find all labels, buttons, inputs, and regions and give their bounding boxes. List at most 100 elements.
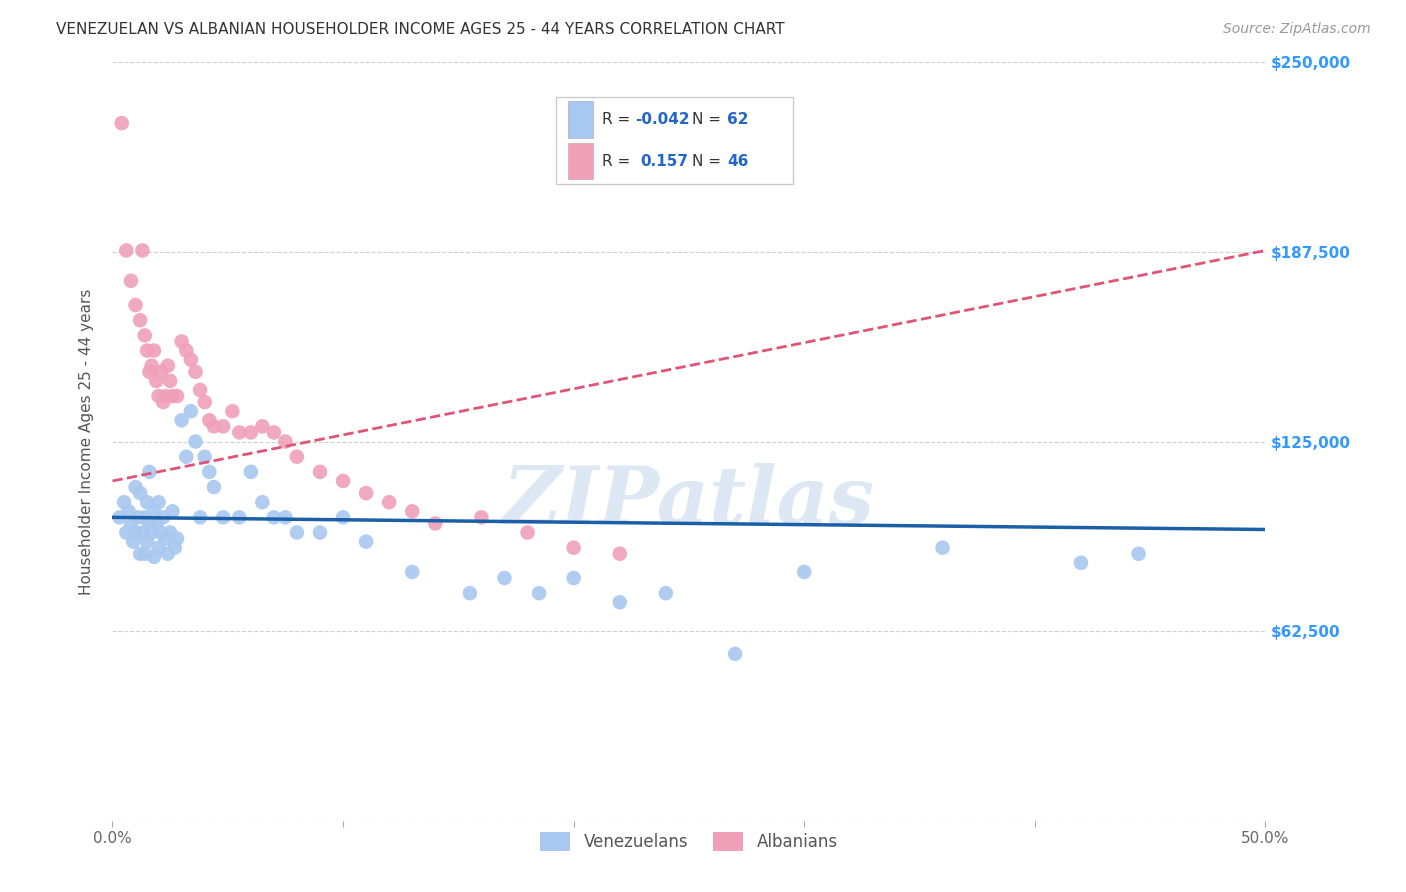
Point [252, 419, 274, 434]
Point [174, 450, 197, 464]
Point [170, 334, 193, 349]
Point [148, 389, 170, 403]
Point [354, 486, 377, 500]
Text: ZIPatlas: ZIPatlas [503, 464, 875, 541]
Point [115, 244, 138, 258]
Point [309, 465, 332, 479]
Point [198, 413, 221, 427]
Point [145, 516, 167, 531]
Point [458, 586, 481, 600]
Point [180, 404, 202, 418]
Point [184, 365, 207, 379]
Point [194, 395, 217, 409]
Point [221, 404, 243, 418]
Point [212, 510, 235, 524]
Point [155, 389, 177, 403]
Text: 62: 62 [727, 112, 748, 127]
Point [202, 419, 225, 434]
Point [494, 571, 516, 585]
Point [202, 480, 225, 494]
Point [131, 525, 153, 540]
Point [143, 549, 166, 564]
Point [354, 534, 377, 549]
Text: VENEZUELAN VS ALBANIAN HOUSEHOLDER INCOME AGES 25 - 44 YEARS CORRELATION CHART: VENEZUELAN VS ALBANIAN HOUSEHOLDER INCOM… [56, 22, 785, 37]
Point [793, 565, 815, 579]
Point [401, 565, 423, 579]
Point [136, 534, 159, 549]
Point [263, 510, 285, 524]
Point [162, 504, 184, 518]
Text: N =: N = [692, 112, 727, 127]
Point [184, 434, 207, 449]
Point [166, 532, 188, 546]
Point [120, 274, 142, 288]
Point [378, 495, 401, 509]
Point [141, 525, 163, 540]
Point [156, 547, 179, 561]
Point [252, 495, 274, 509]
Point [285, 450, 308, 464]
Point [166, 389, 188, 403]
Point [129, 547, 152, 561]
Point [931, 541, 953, 555]
Point [111, 116, 134, 130]
Point [309, 525, 332, 540]
Point [136, 495, 159, 509]
Point [332, 510, 354, 524]
Point [159, 525, 181, 540]
Point [1070, 556, 1092, 570]
Point [516, 525, 538, 540]
Point [239, 425, 262, 440]
Point [124, 298, 146, 312]
Point [138, 365, 160, 379]
Point [180, 352, 202, 367]
Point [149, 525, 172, 540]
Text: R =: R = [603, 112, 636, 127]
Point [425, 516, 447, 531]
Point [145, 374, 167, 388]
Point [115, 525, 138, 540]
Point [274, 510, 297, 524]
Point [655, 586, 678, 600]
Legend: Venezuelans, Albanians: Venezuelans, Albanians [533, 825, 845, 858]
Point [134, 328, 156, 343]
Point [129, 486, 152, 500]
Point [112, 495, 135, 509]
Point [159, 374, 181, 388]
Point [194, 450, 217, 464]
Point [120, 516, 142, 531]
Point [470, 510, 492, 524]
FancyBboxPatch shape [557, 96, 793, 184]
Point [609, 547, 631, 561]
FancyBboxPatch shape [568, 143, 593, 179]
Y-axis label: Householder Income Ages 25 - 44 years: Householder Income Ages 25 - 44 years [79, 288, 94, 595]
Point [212, 419, 235, 434]
Point [401, 504, 423, 518]
Point [131, 244, 153, 258]
Point [239, 465, 262, 479]
Point [274, 434, 297, 449]
Point [228, 425, 250, 440]
Point [127, 510, 149, 524]
Text: R =: R = [603, 153, 641, 169]
Point [285, 525, 308, 540]
Point [228, 510, 250, 524]
Point [143, 504, 166, 518]
Point [108, 510, 131, 524]
Point [117, 504, 139, 518]
Point [198, 465, 221, 479]
Point [136, 343, 159, 358]
Point [188, 383, 211, 397]
Point [138, 516, 160, 531]
Point [188, 510, 211, 524]
Text: N =: N = [692, 153, 727, 169]
Point [162, 389, 184, 403]
Text: 0.157: 0.157 [641, 153, 689, 169]
Point [724, 647, 747, 661]
Point [134, 547, 156, 561]
Point [562, 541, 585, 555]
Point [170, 413, 193, 427]
Point [129, 313, 152, 327]
Point [148, 541, 170, 555]
Point [122, 534, 145, 549]
